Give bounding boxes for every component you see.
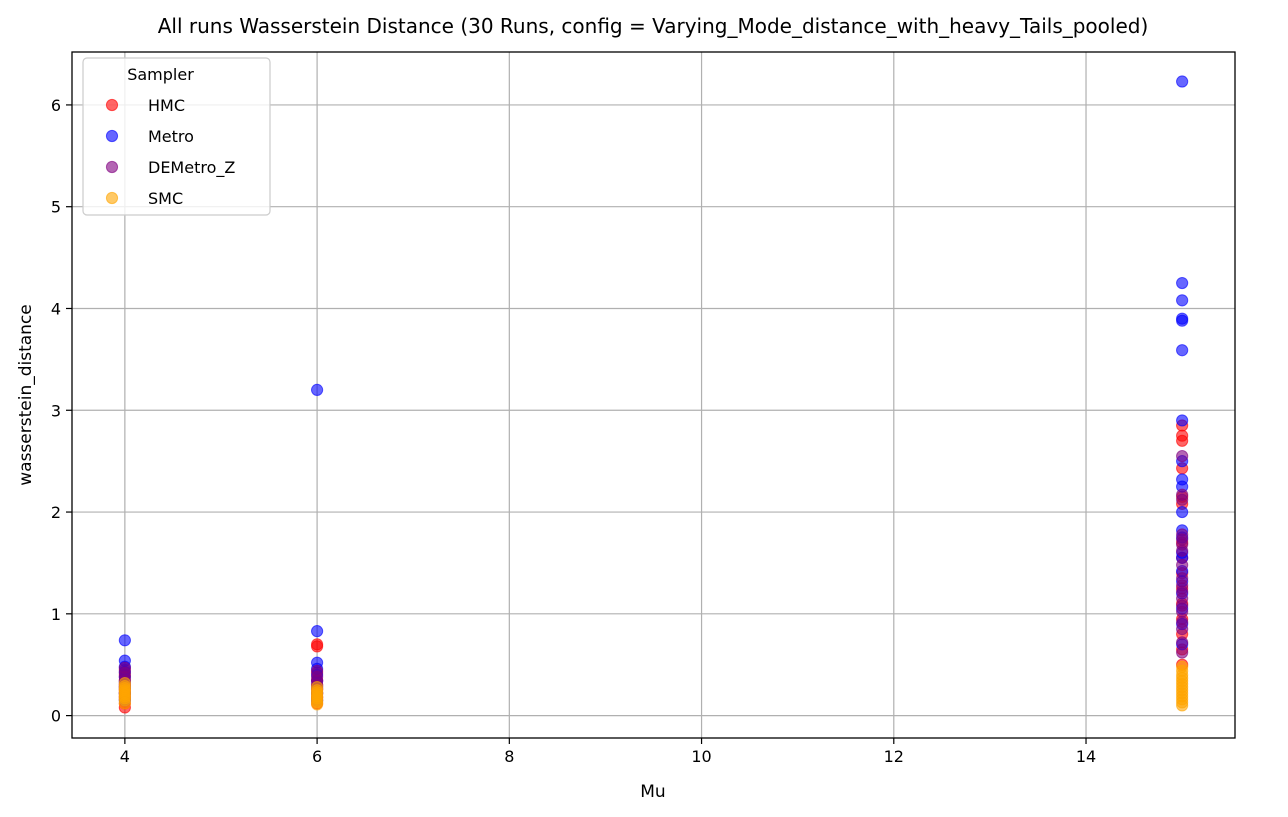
scatter-point bbox=[310, 681, 324, 694]
scatter-point bbox=[1176, 528, 1189, 541]
scatter-point bbox=[118, 634, 131, 647]
scatter-point bbox=[310, 625, 324, 638]
y-tick-label: 3 bbox=[51, 401, 61, 420]
y-tick-label: 2 bbox=[51, 503, 61, 522]
y-tick-label: 5 bbox=[51, 198, 61, 217]
legend-marker bbox=[105, 191, 119, 205]
scatter-point bbox=[1176, 660, 1189, 673]
scatter-point bbox=[1176, 344, 1189, 357]
x-tick-label: 12 bbox=[884, 747, 904, 766]
scatter-point bbox=[1176, 636, 1189, 649]
plot-area-frame bbox=[71, 51, 1236, 739]
scatter-point bbox=[118, 676, 131, 690]
legend-entry-label: HMC bbox=[148, 96, 185, 115]
scatter-point bbox=[1176, 312, 1189, 325]
y-tick-label: 6 bbox=[51, 96, 61, 115]
scatter-point bbox=[310, 664, 324, 677]
data-points bbox=[118, 75, 1189, 714]
legend-title: Sampler bbox=[127, 65, 194, 84]
scatter-point bbox=[310, 383, 324, 397]
scatter-point bbox=[1176, 558, 1189, 572]
scatter-point bbox=[1176, 646, 1189, 659]
scatter-point bbox=[1176, 572, 1189, 585]
legend-marker bbox=[105, 98, 119, 112]
scatter-point bbox=[118, 661, 131, 674]
series-smc bbox=[118, 660, 1189, 712]
x-axis-label: Mu bbox=[640, 782, 665, 802]
legend-entry-label: DEMetro_Z bbox=[148, 158, 235, 178]
x-tick-label: 14 bbox=[1076, 747, 1096, 766]
scatter-point bbox=[1176, 414, 1189, 427]
grid-lines bbox=[72, 52, 1235, 738]
x-tick-label: 10 bbox=[691, 747, 711, 766]
scatter-point bbox=[1176, 449, 1189, 463]
legend-entry-label: SMC bbox=[148, 189, 183, 208]
scatter-point bbox=[1176, 75, 1189, 88]
y-tick-label: 4 bbox=[51, 299, 61, 318]
legend-marker bbox=[105, 129, 119, 143]
y-tick-label: 0 bbox=[51, 707, 61, 726]
x-tick-label: 4 bbox=[120, 747, 130, 766]
scatter-point bbox=[1176, 294, 1189, 307]
legend-marker bbox=[105, 160, 119, 174]
legend-entry-label: Metro bbox=[148, 127, 194, 146]
scatter-point bbox=[1176, 488, 1189, 501]
scatter-point bbox=[1176, 473, 1189, 486]
y-tick-label: 1 bbox=[51, 605, 61, 624]
scatter-point bbox=[1176, 505, 1189, 519]
legend: Sampler HMC Metro DEMetro_Z SMC bbox=[82, 57, 271, 216]
scatter-point bbox=[310, 638, 324, 651]
x-tick-label: 8 bbox=[504, 747, 514, 766]
y-axis-label: wasserstein_distance bbox=[16, 304, 36, 486]
x-tick-label: 6 bbox=[312, 747, 322, 766]
chart-title: All runs Wasserstein Distance (30 Runs, … bbox=[158, 14, 1149, 38]
legend-box bbox=[82, 57, 271, 216]
scatter-point bbox=[1176, 615, 1189, 629]
scatter-point bbox=[1176, 429, 1189, 442]
scatter-point bbox=[1176, 276, 1189, 290]
